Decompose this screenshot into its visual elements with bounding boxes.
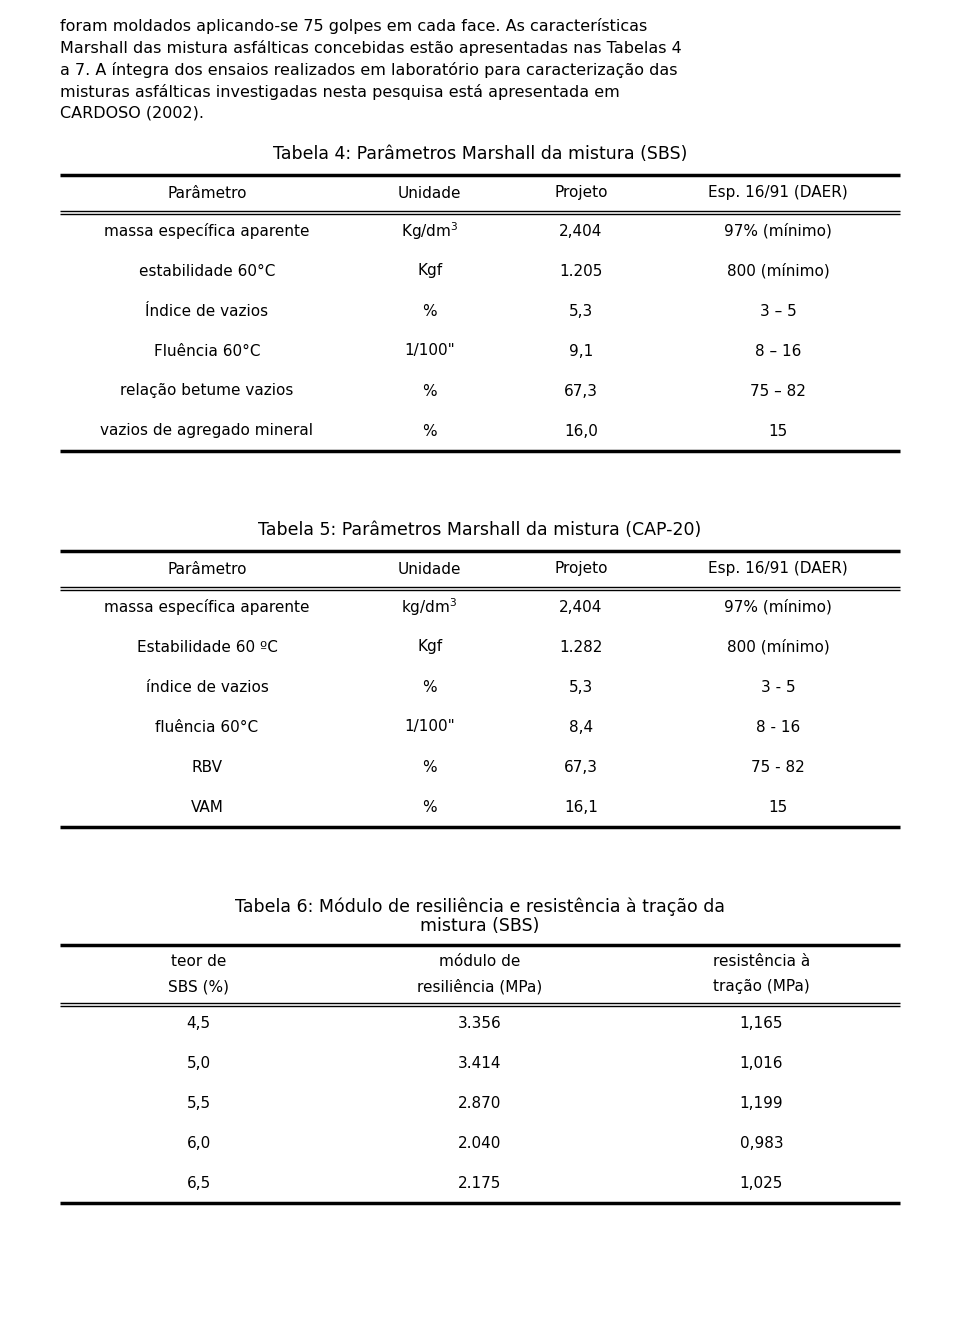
Text: 8,4: 8,4 <box>568 720 593 735</box>
Text: módulo de: módulo de <box>440 954 520 969</box>
Text: 8 - 16: 8 - 16 <box>756 720 801 735</box>
Text: misturas asfálticas investigadas nesta pesquisa está apresentada em: misturas asfálticas investigadas nesta p… <box>60 84 620 100</box>
Text: kg/dm$^3$: kg/dm$^3$ <box>401 596 458 618</box>
Text: massa específica aparente: massa específica aparente <box>105 599 310 615</box>
Text: 16,1: 16,1 <box>564 800 598 815</box>
Text: estabilidade 60°C: estabilidade 60°C <box>139 264 276 278</box>
Text: 1/100": 1/100" <box>404 720 455 735</box>
Text: 5,5: 5,5 <box>186 1095 210 1110</box>
Text: 3 - 5: 3 - 5 <box>761 680 796 695</box>
Text: Tabela 6: Módulo de resiliência e resistência à tração da: Tabela 6: Módulo de resiliência e resist… <box>235 897 725 916</box>
Text: 3.414: 3.414 <box>458 1055 502 1070</box>
Text: 6,5: 6,5 <box>186 1175 211 1190</box>
Text: %: % <box>422 680 437 695</box>
Text: 6,0: 6,0 <box>186 1135 211 1150</box>
Text: foram moldados aplicando-se 75 golpes em cada face. As características: foram moldados aplicando-se 75 golpes em… <box>60 19 647 35</box>
Text: 75 - 82: 75 - 82 <box>752 760 805 775</box>
Text: Projeto: Projeto <box>554 562 608 576</box>
Text: a 7. A íntegra dos ensaios realizados em laboratório para caracterização das: a 7. A íntegra dos ensaios realizados em… <box>60 63 678 79</box>
Text: 1,016: 1,016 <box>739 1055 783 1070</box>
Text: mistura (SBS): mistura (SBS) <box>420 917 540 934</box>
Text: Fluência 60°C: Fluência 60°C <box>154 343 260 358</box>
Text: 1.282: 1.282 <box>559 639 603 655</box>
Text: 16,0: 16,0 <box>564 423 598 438</box>
Text: 3 – 5: 3 – 5 <box>759 303 797 318</box>
Text: Kgf: Kgf <box>417 264 443 278</box>
Text: tração (MPa): tração (MPa) <box>713 980 810 994</box>
Text: 1,165: 1,165 <box>739 1016 783 1030</box>
Text: %: % <box>422 383 437 398</box>
Text: %: % <box>422 303 437 318</box>
Text: 67,3: 67,3 <box>564 383 598 398</box>
Text: Parâmetro: Parâmetro <box>167 185 247 201</box>
Text: 0,983: 0,983 <box>739 1135 783 1150</box>
Text: 5,0: 5,0 <box>186 1055 210 1070</box>
Text: Parâmetro: Parâmetro <box>167 562 247 576</box>
Text: 97% (mínimo): 97% (mínimo) <box>724 599 832 615</box>
Text: Marshall das mistura asfálticas concebidas estão apresentadas nas Tabelas 4: Marshall das mistura asfálticas concebid… <box>60 40 682 56</box>
Text: Kg/dm$^3$: Kg/dm$^3$ <box>401 220 458 242</box>
Text: Unidade: Unidade <box>397 562 462 576</box>
Text: 1,199: 1,199 <box>739 1095 783 1110</box>
Text: 97% (mínimo): 97% (mínimo) <box>724 224 832 238</box>
Text: Índice de vazios: Índice de vazios <box>145 303 269 318</box>
Text: resistência à: resistência à <box>712 954 810 969</box>
Text: %: % <box>422 800 437 815</box>
Text: 5,3: 5,3 <box>568 680 593 695</box>
Text: 2,404: 2,404 <box>559 599 603 615</box>
Text: 1.205: 1.205 <box>559 264 603 278</box>
Text: CARDOSO (2002).: CARDOSO (2002). <box>60 106 204 121</box>
Text: 15: 15 <box>769 800 788 815</box>
Text: Kgf: Kgf <box>417 639 443 655</box>
Text: índice de vazios: índice de vazios <box>146 680 269 695</box>
Text: 1/100": 1/100" <box>404 343 455 358</box>
Text: 5,3: 5,3 <box>568 303 593 318</box>
Text: 15: 15 <box>769 423 788 438</box>
Text: fluência 60°C: fluência 60°C <box>156 720 258 735</box>
Text: massa específica aparente: massa específica aparente <box>105 224 310 240</box>
Text: 3.356: 3.356 <box>458 1016 502 1030</box>
Text: 2,404: 2,404 <box>559 224 603 238</box>
Text: 2.870: 2.870 <box>458 1095 502 1110</box>
Text: resiliência (MPa): resiliência (MPa) <box>418 980 542 994</box>
Text: Tabela 4: Parâmetros Marshall da mistura (SBS): Tabela 4: Parâmetros Marshall da mistura… <box>273 145 687 162</box>
Text: Tabela 5: Parâmetros Marshall da mistura (CAP-20): Tabela 5: Parâmetros Marshall da mistura… <box>258 520 702 539</box>
Text: SBS (%): SBS (%) <box>168 980 229 994</box>
Text: 75 – 82: 75 – 82 <box>751 383 806 398</box>
Text: Unidade: Unidade <box>397 185 462 201</box>
Text: 2.175: 2.175 <box>458 1175 502 1190</box>
Text: VAM: VAM <box>191 800 224 815</box>
Text: 2.040: 2.040 <box>458 1135 502 1150</box>
Text: relação betume vazios: relação betume vazios <box>120 383 294 398</box>
Text: 4,5: 4,5 <box>186 1016 210 1030</box>
Text: Projeto: Projeto <box>554 185 608 201</box>
Text: 800 (mínimo): 800 (mínimo) <box>727 264 829 278</box>
Text: 800 (mínimo): 800 (mínimo) <box>727 639 829 655</box>
Text: Estabilidade 60 ºC: Estabilidade 60 ºC <box>136 639 277 655</box>
Text: %: % <box>422 760 437 775</box>
Text: 8 – 16: 8 – 16 <box>755 343 802 358</box>
Text: 9,1: 9,1 <box>568 343 593 358</box>
Text: teor de: teor de <box>171 954 227 969</box>
Text: Esp. 16/91 (DAER): Esp. 16/91 (DAER) <box>708 562 848 576</box>
Text: vazios de agregado mineral: vazios de agregado mineral <box>101 423 314 438</box>
Text: 67,3: 67,3 <box>564 760 598 775</box>
Text: %: % <box>422 423 437 438</box>
Text: Esp. 16/91 (DAER): Esp. 16/91 (DAER) <box>708 185 848 201</box>
Text: RBV: RBV <box>191 760 223 775</box>
Text: 1,025: 1,025 <box>740 1175 783 1190</box>
